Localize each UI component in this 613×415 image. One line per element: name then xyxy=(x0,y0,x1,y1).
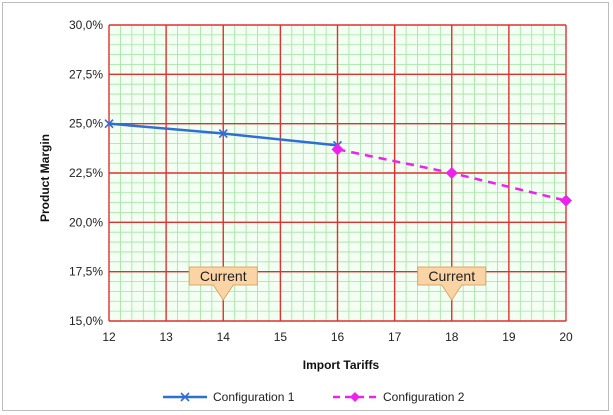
y-tick-label: 17,5% xyxy=(69,265,103,279)
y-tick-label: 30,0% xyxy=(69,18,103,32)
legend-diamond-marker xyxy=(350,392,360,402)
data-point-x-marker xyxy=(218,128,228,139)
legend-x-marker xyxy=(180,392,190,402)
data-point-x-marker xyxy=(104,119,114,129)
legend-label: Configuration 1 xyxy=(213,390,295,404)
x-axis-title: Import Tariffs xyxy=(303,358,380,372)
y-tick-label: 15,0% xyxy=(69,314,103,328)
callout-label: Current xyxy=(428,268,475,284)
data-point-diamond-marker xyxy=(331,143,344,156)
y-axis-title: Product Margin xyxy=(38,134,52,222)
current-callout: Current xyxy=(417,266,487,301)
data-point-diamond-marker xyxy=(560,194,572,207)
current-callout: Current xyxy=(188,266,258,301)
x-tick-label: 13 xyxy=(159,330,173,344)
data-point-diamond-marker xyxy=(445,167,458,179)
legend-label: Configuration 2 xyxy=(383,390,465,404)
callout-label: Current xyxy=(200,268,247,284)
x-tick-label: 16 xyxy=(331,330,345,344)
x-tick-label: 20 xyxy=(559,330,573,344)
y-tick-label: 25,0% xyxy=(69,117,103,131)
line-chart: 15,0% 17,5% 20,0% 22,5% 25,0% 27,5% 30,0% 12 13… xyxy=(38,18,573,404)
x-tick-label: 17 xyxy=(388,330,402,344)
callout-shape xyxy=(417,266,487,301)
y-tick-label: 22,5% xyxy=(69,166,103,180)
y-tick-label: 27,5% xyxy=(69,67,103,81)
legend: Configuration 1 Configuration 2 xyxy=(163,390,465,404)
x-tick-label: 14 xyxy=(217,330,231,344)
y-tick-label: 20,0% xyxy=(69,215,103,229)
x-tick-label: 19 xyxy=(502,330,516,344)
legend-item-1: Configuration 1 xyxy=(163,390,295,404)
x-tick-label: 18 xyxy=(445,330,459,344)
x-tick-label: 12 xyxy=(102,330,116,344)
legend-item-2: Configuration 2 xyxy=(333,390,465,404)
callout-shape xyxy=(188,266,258,301)
chart-frame: 15,0% 17,5% 20,0% 22,5% 25,0% 27,5% 30,0% 12 13… xyxy=(2,2,609,411)
x-tick-label: 15 xyxy=(274,330,288,344)
